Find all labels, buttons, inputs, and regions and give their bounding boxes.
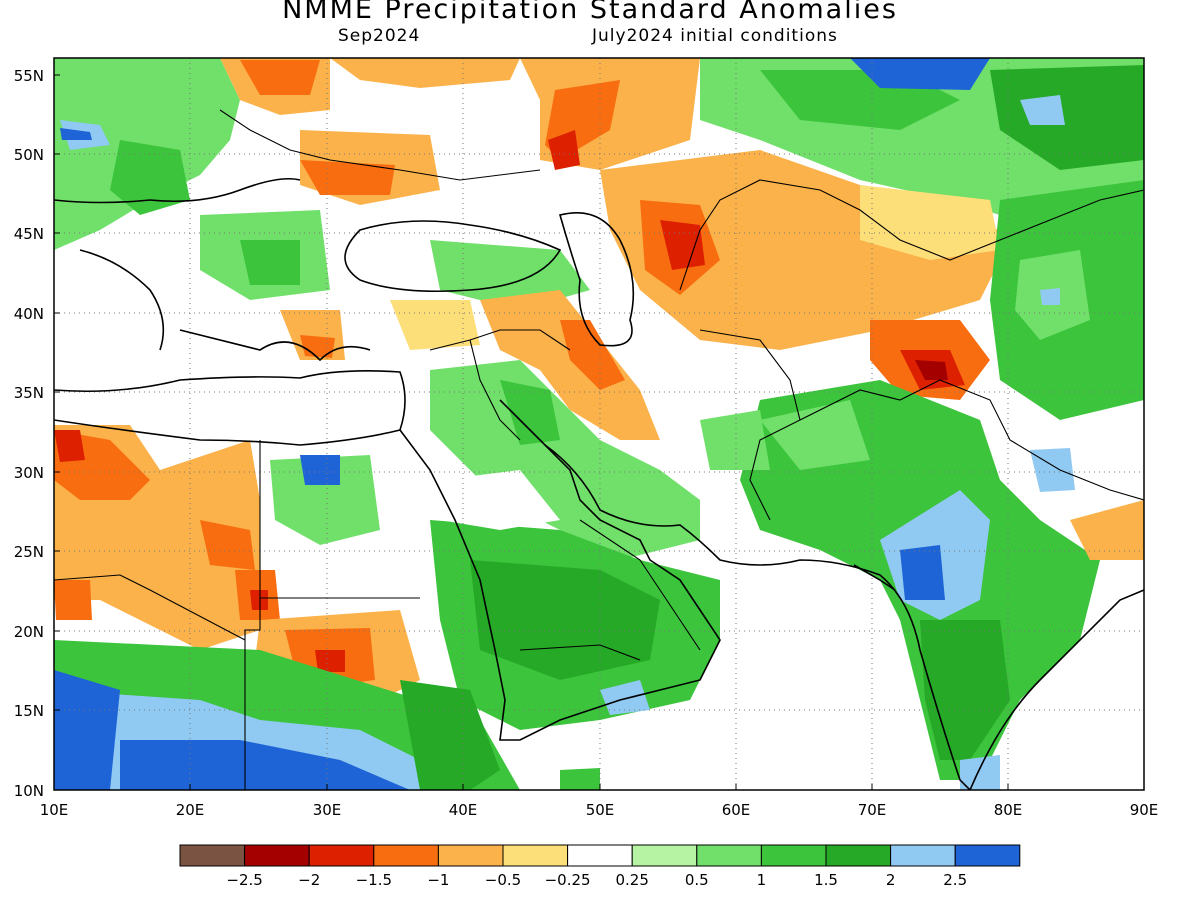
legend-swatch [890,844,956,867]
initial-conditions-label: July2024 initial conditions [592,26,838,46]
target-month-label: Sep2024 [338,26,421,46]
tick-marks [53,74,1145,791]
x-tick-label: 90E [1130,801,1159,819]
y-tick-label: 50N [14,146,44,164]
legend-swatch [825,844,892,867]
legend-swatch [179,844,246,867]
plot-frame [53,57,1145,791]
color-legend: −2.5 −2 −1.5 −1 −0.5 −0.25 0.25 0.5 1 1.5 2 2.5 [179,844,1021,889]
legend-swatch [308,844,375,867]
x-tick-label: 30E [313,801,342,819]
map-title: NMME Precipitation Standard Anomalies [282,0,898,25]
x-tick-label: 40E [449,801,478,819]
legend-swatch [760,844,827,867]
x-tick-label: 60E [722,801,751,819]
x-tick-label: 20E [176,801,205,819]
coastlines [54,177,1144,790]
legend-swatch [244,844,310,867]
legend-label: −0.5 [485,871,521,889]
legend-swatch [631,844,698,867]
y-tick-label: 25N [14,543,44,561]
legend-label: −2 [298,871,320,889]
legend-swatch [954,844,1021,867]
x-tick-label: 80E [994,801,1023,819]
graticule [54,58,1144,790]
legend-label: −0.25 [545,871,591,889]
y-tick-label: 55N [14,67,44,85]
x-tick-label: 70E [858,801,887,819]
legend-label: −1 [427,871,449,889]
x-tick-labels: 10E 20E 30E 40E 50E 60E 70E 80E 90E [40,801,1159,819]
x-tick-label: 50E [586,801,615,819]
y-tick-labels: 55N 50N 45N 40N 35N 30N 25N 20N 15N 10N [14,67,44,800]
legend-label: −2.5 [226,871,262,889]
y-tick-label: 20N [14,623,44,641]
legend-label: 2 [886,871,896,889]
country-borders [54,109,1144,790]
legend-swatch [437,844,504,867]
y-tick-label: 10N [14,782,44,800]
y-tick-label: 45N [14,225,44,243]
y-tick-label: 15N [14,702,44,720]
legend-label: −1.5 [356,871,392,889]
y-tick-label: 40N [14,305,44,323]
legend-label: 1 [757,871,767,889]
anomaly-field [54,58,1144,790]
legend-label: 0.5 [685,871,709,889]
x-tick-label: 10E [40,801,69,819]
legend-swatch [696,844,762,867]
legend-label: 0.25 [615,871,648,889]
legend-swatch [567,844,633,867]
y-tick-label: 35N [14,384,44,402]
legend-swatch [373,844,439,867]
legend-label: 1.5 [814,871,838,889]
legend-swatch [502,844,569,867]
y-tick-label: 30N [14,464,44,482]
legend-label: 2.5 [943,871,967,889]
